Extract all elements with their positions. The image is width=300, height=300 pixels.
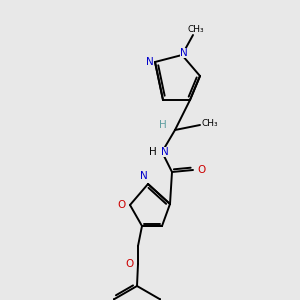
Text: O: O <box>126 259 134 269</box>
Text: N: N <box>180 48 188 58</box>
Text: O: O <box>118 200 126 210</box>
Text: N: N <box>161 147 169 157</box>
Text: H: H <box>149 147 157 157</box>
Text: O: O <box>197 165 205 175</box>
Text: N: N <box>140 171 148 181</box>
Text: N: N <box>146 57 154 67</box>
Text: H: H <box>159 120 167 130</box>
Text: CH₃: CH₃ <box>202 118 218 127</box>
Text: CH₃: CH₃ <box>188 26 204 34</box>
